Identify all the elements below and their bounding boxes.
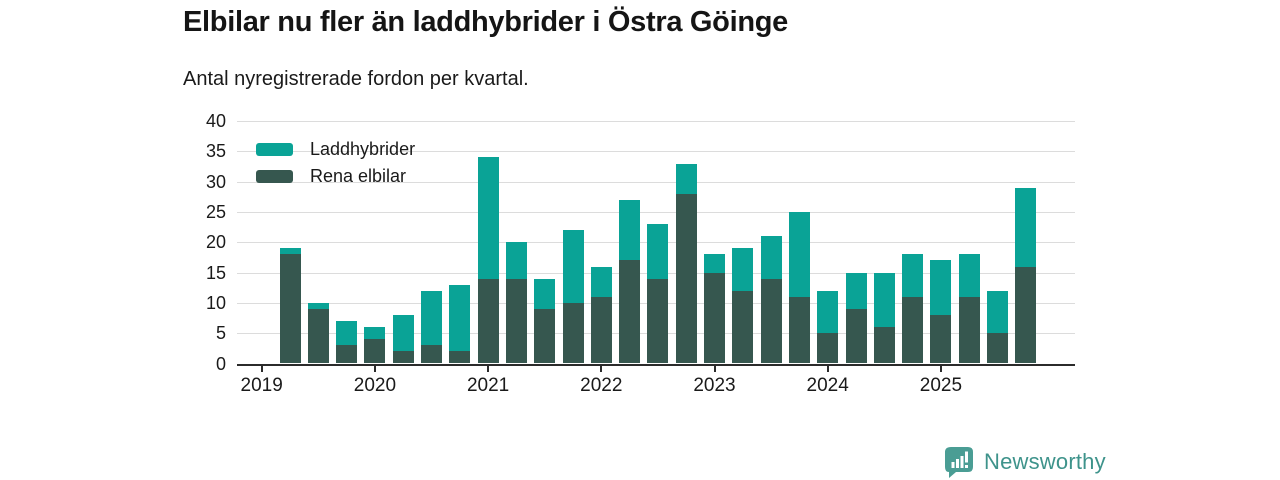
bar-segment-rena-elbilar	[817, 333, 839, 364]
bar-segment-rena-elbilar	[534, 308, 556, 364]
bar-segment-laddhybrider	[845, 272, 867, 309]
bar-segment-rena-elbilar	[477, 278, 499, 364]
x-axis-tick	[260, 365, 263, 372]
bar-segment-rena-elbilar	[1015, 266, 1037, 364]
bar-segment-laddhybrider	[336, 321, 358, 346]
bar-segment-rena-elbilar	[562, 302, 584, 364]
bar-segment-rena-elbilar	[364, 339, 386, 364]
x-tick-label: 2022	[580, 374, 623, 396]
grid-line	[237, 151, 1075, 153]
bar-segment-rena-elbilar	[307, 308, 329, 364]
newsworthy-logo-text: Newsworthy	[984, 449, 1106, 474]
bar-segment-rena-elbilar	[704, 272, 725, 364]
x-axis-line	[237, 363, 1075, 366]
bar-segment-rena-elbilar	[279, 254, 301, 364]
y-tick-label: 35	[205, 141, 226, 162]
legend-item-rena-elbilar: Rena elbilar	[256, 163, 415, 190]
x-axis-tick	[826, 365, 829, 372]
bar-segment-laddhybrider	[364, 327, 386, 340]
bar-segment-rena-elbilar	[987, 333, 1008, 364]
bar-segment-laddhybrider	[873, 272, 895, 328]
bar-segment-rena-elbilar	[619, 260, 641, 364]
bar-segment-laddhybrider	[534, 278, 556, 309]
x-tick-label: 2021	[466, 374, 510, 396]
bar-segment-laddhybrider	[449, 284, 471, 352]
x-axis-tick	[373, 365, 376, 372]
legend-swatch-hybrid	[256, 143, 293, 156]
bar-segment-laddhybrider	[732, 248, 754, 291]
bar-segment-laddhybrider	[760, 236, 782, 279]
bar-segment-laddhybrider	[392, 315, 414, 352]
legend-label: Laddhybrider	[310, 139, 416, 159]
x-tick-label: 2019	[240, 374, 283, 396]
chart-title: Elbilar nu fler än laddhybrider i Östra …	[183, 6, 788, 38]
x-axis-tick	[713, 365, 716, 372]
legend-swatch-ev	[256, 170, 293, 183]
bar-segment-rena-elbilar	[930, 315, 952, 364]
x-tick-label: 2024	[806, 374, 849, 396]
bar-segment-laddhybrider	[562, 230, 584, 303]
bar-segment-laddhybrider	[817, 290, 839, 334]
bar-segment-rena-elbilar	[958, 296, 980, 364]
bar-segment-rena-elbilar	[902, 296, 924, 364]
bar-segment-laddhybrider	[902, 254, 924, 297]
y-tick-label: 20	[205, 232, 226, 253]
y-tick-label: 30	[205, 171, 226, 192]
y-tick-label: 15	[205, 262, 226, 283]
x-axis-tick	[487, 365, 490, 372]
bar-segment-rena-elbilar	[590, 296, 612, 364]
bar-segment-laddhybrider	[788, 212, 810, 297]
bar-segment-rena-elbilar	[647, 278, 669, 364]
grid-line	[237, 121, 1075, 123]
legend-label: Rena elbilar	[310, 166, 407, 186]
y-tick-label: 25	[205, 202, 226, 222]
bar-segment-rena-elbilar	[760, 278, 782, 364]
newsworthy-logo: Newsworthy	[944, 446, 1106, 478]
bar-segment-laddhybrider	[675, 163, 697, 194]
bar-segment-rena-elbilar	[845, 308, 867, 364]
bar-segment-rena-elbilar	[505, 278, 527, 364]
bar-segment-rena-elbilar	[336, 345, 358, 364]
bar-segment-rena-elbilar	[449, 351, 471, 364]
y-tick-label: 0	[215, 353, 226, 374]
bar-segment-laddhybrider	[958, 254, 980, 297]
bar-segment-laddhybrider	[505, 242, 527, 279]
bar-segment-laddhybrider	[987, 290, 1008, 334]
bar-segment-laddhybrider	[704, 254, 725, 273]
bar-segment-rena-elbilar	[675, 193, 697, 364]
bar-segment-laddhybrider	[647, 224, 669, 279]
legend-item-laddhybrider: Laddhybrider	[256, 136, 415, 163]
bar-segment-laddhybrider	[590, 266, 612, 297]
chart-subtitle: Antal nyregistrerade fordon per kvartal.	[183, 68, 529, 90]
x-axis-tick	[939, 365, 942, 372]
y-tick-label: 10	[205, 292, 226, 313]
bar-segment-laddhybrider	[619, 199, 641, 261]
bar-segment-rena-elbilar	[873, 327, 895, 364]
x-tick-label: 2023	[693, 374, 736, 396]
x-tick-label: 2025	[919, 374, 963, 396]
grid-line	[237, 212, 1075, 213]
bar-segment-laddhybrider	[307, 302, 329, 309]
bar-segment-laddhybrider	[930, 260, 952, 315]
bar-segment-rena-elbilar	[788, 296, 810, 364]
bar-segment-rena-elbilar	[732, 290, 754, 364]
y-tick-label: 40	[205, 111, 226, 132]
bar-segment-laddhybrider	[421, 290, 442, 346]
y-tick-label: 5	[215, 323, 226, 344]
bar-segment-rena-elbilar	[421, 345, 442, 364]
grid-line	[237, 181, 1075, 183]
bar-segment-laddhybrider	[477, 157, 499, 279]
bar-segment-rena-elbilar	[392, 351, 414, 364]
x-axis-tick	[600, 365, 603, 372]
x-tick-label: 2020	[353, 374, 397, 396]
bar-segment-laddhybrider	[279, 248, 301, 255]
bar-segment-laddhybrider	[1015, 187, 1037, 267]
legend: Laddhybrider Rena elbilar	[256, 136, 415, 190]
newsworthy-bubble-icon	[945, 447, 973, 478]
